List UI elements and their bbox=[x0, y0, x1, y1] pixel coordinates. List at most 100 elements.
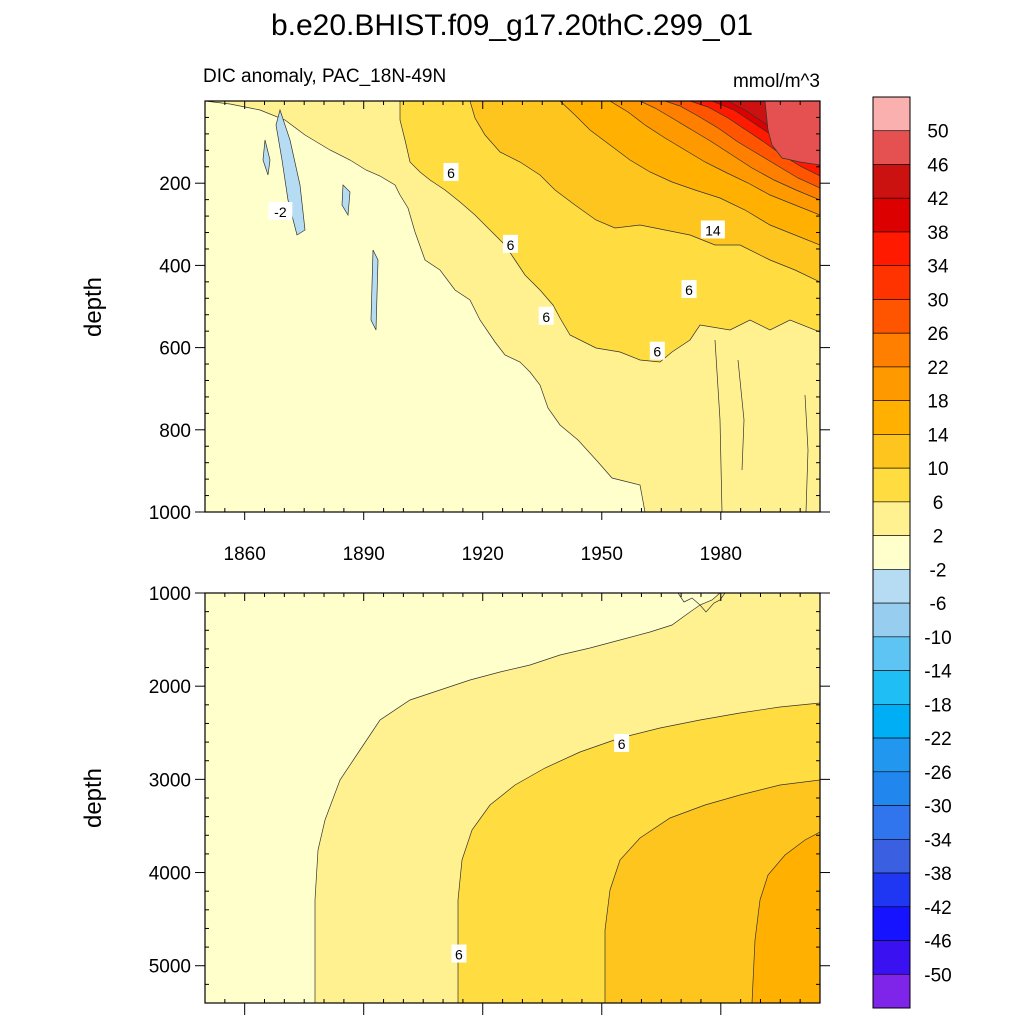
x-tick-label: 1890 bbox=[343, 544, 385, 565]
colorbar-swatch bbox=[872, 434, 911, 469]
contour-label-box bbox=[538, 306, 554, 325]
colorbar-swatch bbox=[872, 197, 911, 233]
contour-label: 6 bbox=[685, 282, 693, 298]
y-tick-label: 2000 bbox=[149, 677, 191, 698]
colorbar-swatch bbox=[872, 973, 911, 1009]
x-tick-label: 1980 bbox=[700, 544, 742, 565]
contour-label: 6 bbox=[618, 736, 626, 752]
contour-label-box bbox=[649, 341, 665, 360]
contour-label: 14 bbox=[705, 222, 721, 238]
y-tick-label: 5000 bbox=[149, 957, 191, 978]
contour-label: -2 bbox=[274, 204, 287, 220]
lower-top-contour bbox=[677, 593, 726, 613]
colorbar-swatch bbox=[872, 636, 911, 671]
upper-negative-patch-2 bbox=[262, 139, 271, 176]
colorbar-label: -6 bbox=[930, 594, 947, 615]
upper-y-axis-label: depth bbox=[80, 277, 107, 337]
colorbar-swatch bbox=[872, 332, 911, 368]
colorbar-label: 34 bbox=[927, 257, 949, 278]
colorbar-label: -46 bbox=[924, 932, 951, 953]
colorbar-label: 30 bbox=[927, 290, 948, 311]
colorbar-swatch bbox=[872, 535, 911, 570]
upper-contour-line bbox=[737, 359, 745, 471]
colorbar-swatch bbox=[872, 906, 911, 941]
y-tick-label: 4000 bbox=[149, 864, 191, 885]
colorbar: 50 46 42 38 34 30 26 22 18 14 10 6 2 -2 -6 -10 -14 -18 -22… bbox=[872, 96, 952, 1009]
colorbar-label: 26 bbox=[927, 324, 948, 345]
contour-label-box bbox=[503, 234, 519, 253]
colorbar-label: 18 bbox=[927, 392, 948, 413]
upper-contour-line bbox=[714, 339, 723, 512]
colorbar-swatch bbox=[872, 737, 911, 773]
x-tick-label: 1950 bbox=[581, 544, 623, 565]
upper-panel-frame bbox=[204, 100, 821, 513]
lower-axis-ticks: 1000 2000 3000 4000 5000 bbox=[149, 584, 830, 1015]
colorbar-swatch bbox=[872, 872, 911, 908]
lower-contour-labels: 66 bbox=[451, 733, 630, 963]
contour-label: 6 bbox=[447, 165, 455, 181]
contour-label: 6 bbox=[507, 237, 515, 253]
colorbar-frame bbox=[872, 96, 911, 1009]
y-tick-label: 600 bbox=[159, 339, 191, 360]
lower-band-14to18 bbox=[751, 831, 820, 1003]
colorbar-swatch bbox=[872, 569, 911, 604]
colorbar-label: -2 bbox=[930, 560, 947, 581]
colorbar-swatch bbox=[872, 602, 911, 638]
colorbar-swatch bbox=[872, 231, 911, 267]
y-tick-label: 200 bbox=[159, 174, 191, 195]
colorbar-swatch bbox=[872, 670, 911, 705]
colorbar-label: 6 bbox=[933, 493, 944, 514]
colorbar-swatch bbox=[872, 400, 911, 435]
upper-negative-patch-3 bbox=[341, 184, 351, 217]
upper-contour-labels: -2 6 6 6 14 6 6 bbox=[268, 162, 725, 360]
contour-label-box bbox=[268, 201, 293, 220]
contour-label: 6 bbox=[542, 309, 550, 325]
y-tick-label: 1000 bbox=[149, 584, 191, 605]
upper-negative-patch-1 bbox=[275, 108, 306, 236]
colorbar-swatch bbox=[872, 501, 911, 536]
colorbar-swatch bbox=[872, 771, 911, 806]
colorbar-label: -18 bbox=[924, 695, 951, 716]
x-tick-label: 1860 bbox=[224, 544, 266, 565]
colorbar-label: -10 bbox=[924, 628, 951, 649]
colorbar-swatch bbox=[872, 704, 911, 739]
colorbar-label: -50 bbox=[924, 965, 951, 986]
upper-contour-line bbox=[804, 394, 809, 512]
y-tick-label: 1000 bbox=[149, 503, 191, 524]
upper-axis-ticks: 200 400 600 800 1000 bbox=[149, 100, 830, 524]
colorbar-swatch bbox=[872, 838, 911, 874]
colorbar-label: -14 bbox=[924, 662, 952, 683]
colorbar-label: -22 bbox=[924, 729, 951, 750]
colorbar-label: 46 bbox=[927, 155, 948, 176]
colorbar-label: 14 bbox=[927, 425, 949, 446]
upper-panel: 200 400 600 800 1000 depth -2 6 6 6 14 6 6 bbox=[80, 100, 830, 524]
x-axis-tick-labels: 1860 1890 1920 1950 1980 bbox=[224, 544, 742, 565]
contour-label-box bbox=[443, 162, 459, 181]
x-tick-label: 1920 bbox=[462, 544, 504, 565]
colorbar-label: -38 bbox=[924, 864, 951, 885]
colorbar-swatch bbox=[872, 299, 911, 334]
colorbar-swatch bbox=[872, 96, 911, 132]
contour-label-box bbox=[700, 220, 725, 239]
colorbar-label: 22 bbox=[927, 358, 948, 379]
colorbar-swatch bbox=[872, 265, 911, 300]
colorbar-label: -26 bbox=[924, 763, 951, 784]
upper-band-42to46 bbox=[764, 101, 820, 166]
colorbar-swatch bbox=[872, 940, 911, 975]
colorbar-swatch bbox=[872, 164, 911, 199]
y-tick-label: 400 bbox=[159, 256, 191, 277]
units-label: mmol/m^3 bbox=[733, 71, 820, 92]
contour-label: 6 bbox=[455, 947, 463, 963]
contour-label: 6 bbox=[653, 344, 661, 360]
chart-title: b.e20.BHIST.f09_g17.20thC.299_01 bbox=[271, 9, 753, 42]
colorbar-swatch bbox=[872, 366, 911, 401]
colorbar-swatch bbox=[872, 130, 911, 165]
contour-label-box bbox=[451, 944, 467, 963]
colorbar-swatch bbox=[872, 467, 911, 503]
chart-subtitle: DIC anomaly, PAC_18N-49N bbox=[203, 66, 446, 87]
colorbar-label: 50 bbox=[927, 122, 948, 143]
colorbar-label: 42 bbox=[927, 189, 948, 210]
upper-negative-patch-4 bbox=[370, 249, 379, 331]
